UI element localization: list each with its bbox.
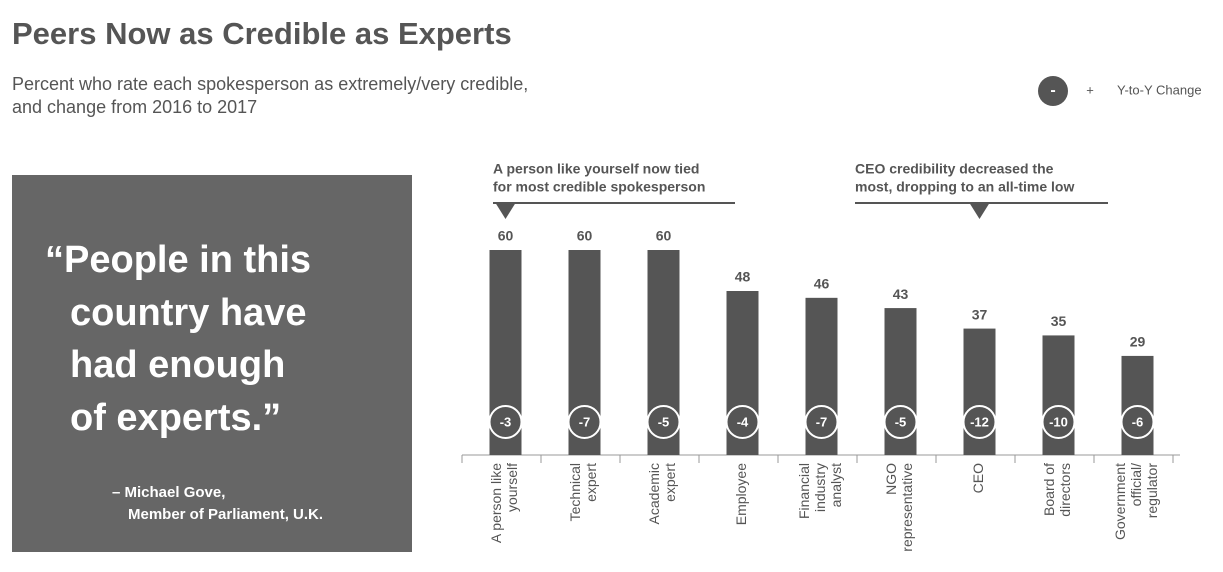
title: Peers Now as Credible as Experts bbox=[12, 16, 512, 51]
change-marker bbox=[488, 405, 523, 439]
change-label: -10 bbox=[1049, 414, 1068, 429]
change-marker bbox=[725, 405, 760, 439]
change-label: -12 bbox=[970, 414, 989, 429]
x-tick-label: yourself bbox=[504, 463, 520, 512]
quote-line: had enough bbox=[70, 344, 285, 386]
change-label: -4 bbox=[737, 414, 749, 429]
attribution: Member of Parliament, U.K. bbox=[128, 506, 323, 523]
annotation: for most credible spokesperson bbox=[493, 179, 705, 195]
legend-minus: - bbox=[1050, 82, 1055, 99]
quote-box bbox=[12, 175, 412, 552]
value-label: 60 bbox=[577, 228, 593, 244]
x-tick-label: A person like bbox=[488, 463, 504, 543]
x-tick-label: Technical bbox=[567, 463, 583, 521]
value-label: 46 bbox=[814, 276, 830, 292]
value-label: 37 bbox=[972, 306, 988, 322]
change-marker bbox=[962, 405, 997, 439]
value-label: 29 bbox=[1130, 334, 1146, 350]
x-tick-label: Academic bbox=[646, 463, 662, 524]
legend-plus: + bbox=[1086, 82, 1094, 97]
x-tick-label: expert bbox=[583, 463, 599, 502]
legend-label: Y-to-Y Change bbox=[1117, 82, 1202, 97]
quote-line: “People in this bbox=[45, 239, 311, 281]
annotation-pointer bbox=[495, 203, 516, 219]
annotation: A person like yourself now tied bbox=[493, 161, 699, 177]
x-tick-label: regulator bbox=[1144, 463, 1160, 519]
x-tick-label: Government bbox=[1112, 463, 1128, 540]
change-label: -5 bbox=[658, 414, 670, 429]
change-label: -7 bbox=[579, 414, 591, 429]
subtitle: and change from 2016 to 2017 bbox=[12, 97, 257, 117]
change-marker bbox=[1041, 405, 1076, 439]
x-tick-label: NGO bbox=[883, 463, 899, 495]
x-tick-label: Financial bbox=[796, 463, 812, 519]
change-marker bbox=[883, 405, 918, 439]
quote-line: of experts.” bbox=[70, 397, 281, 439]
quote-line: country have bbox=[70, 292, 307, 334]
value-label: 60 bbox=[498, 228, 514, 244]
change-marker bbox=[804, 405, 839, 439]
x-tick-label: directors bbox=[1057, 463, 1073, 517]
x-tick-label: CEO bbox=[970, 463, 986, 493]
change-label: -6 bbox=[1132, 414, 1144, 429]
subtitle: Percent who rate each spokesperson as ex… bbox=[12, 74, 528, 94]
change-marker bbox=[1120, 405, 1155, 439]
x-tick-label: analyst bbox=[828, 463, 844, 507]
x-tick-label: Employee bbox=[733, 463, 749, 525]
value-label: 35 bbox=[1051, 313, 1067, 329]
x-tick-label: representative bbox=[899, 463, 915, 552]
annotation-pointer bbox=[969, 203, 990, 219]
x-tick-label: Board of bbox=[1041, 463, 1057, 516]
value-label: 48 bbox=[735, 269, 751, 285]
change-marker bbox=[646, 405, 681, 439]
change-label: -3 bbox=[500, 414, 512, 429]
x-tick-label: official/ bbox=[1128, 463, 1144, 506]
change-marker bbox=[567, 405, 602, 439]
value-label: 60 bbox=[656, 228, 672, 244]
x-tick-label: expert bbox=[662, 463, 678, 502]
change-label: -7 bbox=[816, 414, 828, 429]
legend-swatch bbox=[1038, 76, 1068, 106]
x-tick-label: industry bbox=[812, 463, 828, 512]
change-label: -5 bbox=[895, 414, 907, 429]
annotation: most, dropping to an all-time low bbox=[855, 179, 1074, 195]
annotation: CEO credibility decreased the bbox=[855, 161, 1054, 177]
attribution: – Michael Gove, bbox=[112, 484, 225, 501]
value-label: 43 bbox=[893, 286, 909, 302]
